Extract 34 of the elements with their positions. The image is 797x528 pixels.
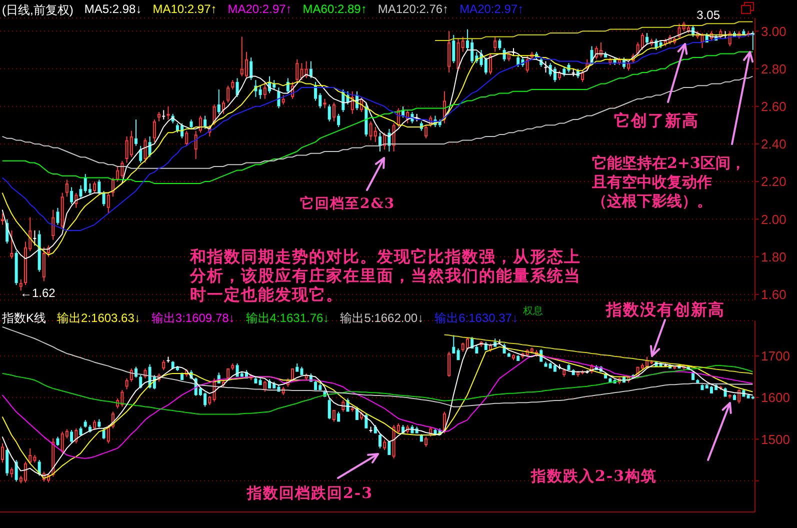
- y-tick-label: 1.80: [761, 249, 786, 264]
- y-tick-label: 2.40: [761, 136, 786, 152]
- legend-label: 输出6:1630.37↓: [434, 310, 518, 327]
- y-tick-label: 1600: [761, 390, 790, 406]
- y-tick-label: 2.00: [761, 212, 786, 227]
- text: 输出5:1662.00↓: [340, 310, 424, 327]
- text: MA60:2.89↑: [302, 2, 367, 18]
- chart-title: 指数K线: [2, 310, 46, 327]
- text: MA20:2.97↑: [460, 2, 524, 18]
- y-tick-label: 2.60: [761, 98, 786, 114]
- annotation: 它回档至2&3: [300, 196, 396, 213]
- y-tick-label: 2.20: [761, 174, 786, 190]
- text: 输出2:1603.63↓: [57, 310, 140, 327]
- annotation: 指数没有创新高: [606, 300, 725, 319]
- text: 输出3:1609.78↓: [151, 310, 235, 327]
- y-tick-label: 1700: [761, 348, 790, 364]
- y-tick-label: 1500: [761, 432, 790, 447]
- annotation: 它创了新高: [614, 111, 699, 130]
- annotation: 3.05: [696, 8, 720, 23]
- legend-label: MA20:2.97↑: [228, 2, 292, 18]
- y-tick-label: 1.60: [761, 286, 786, 302]
- text: MA10:2.97↑: [152, 2, 217, 18]
- y-tick-label: 3.00: [761, 24, 786, 39]
- text: MA5:2.98↓: [84, 2, 142, 18]
- y-tick-label: 2.80: [761, 61, 786, 76]
- text: 权息: [523, 305, 543, 318]
- text: 输出4:1631.76↓: [246, 310, 330, 327]
- annotation: 指数跌入2-3构筑: [531, 467, 658, 485]
- text: MA120:2.76↑: [378, 2, 449, 18]
- annotation: 它能坚持在2+3区间，且有空中收复动作（这根下影线）。: [592, 154, 746, 211]
- chart-title: (日线,前复权): [2, 2, 74, 19]
- annotation: ←1.62: [20, 286, 56, 301]
- annotation: 和指数同期走势的对比。发现它比指数强，从形态上分析，该股应有庄家在里面，当然我们的能量系统当时一定也能发现它。: [190, 247, 581, 304]
- annotation: 指数回档跌回2-3: [247, 484, 374, 502]
